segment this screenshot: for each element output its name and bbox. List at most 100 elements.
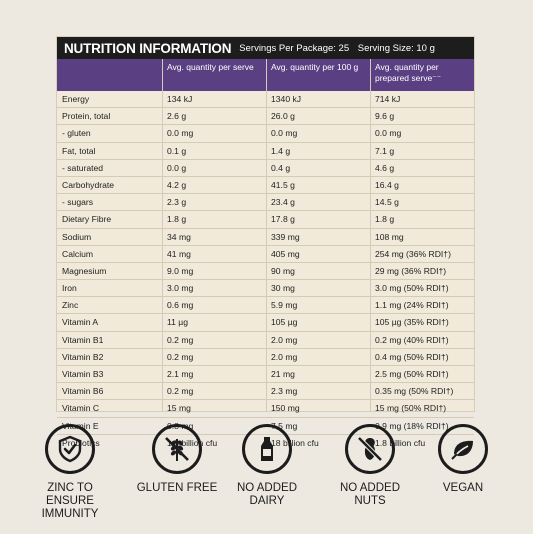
nutrient-name: Vitamin C bbox=[62, 403, 100, 414]
value-per-100g: 405 mg bbox=[271, 248, 300, 259]
value-per-100g: 2.3 mg bbox=[271, 386, 298, 397]
column-header-per-prepared-serve: Avg. quantity per prepared serve⁻⁻ bbox=[375, 62, 442, 83]
value-per-prepared-serve: 1.8 billion cfu bbox=[375, 437, 426, 448]
nutrient-name: Fat, total bbox=[62, 145, 96, 156]
value-per-prepared-serve: 0.4 mg (50% RDI†) bbox=[375, 351, 449, 362]
value-per-100g: 105 µg bbox=[271, 317, 298, 328]
badge-gluten-free: GLUTEN FREE bbox=[132, 424, 222, 495]
table-row: Vitamin B1 0.2 mg 2.0 mg 0.2 mg (40% RDI†) bbox=[57, 332, 474, 349]
nutrient-name: Vitamin A bbox=[62, 317, 99, 328]
value-per-serve: 3.0 mg bbox=[167, 283, 194, 294]
table-row: - sugars 2.3 g 23.4 g 14.5 g bbox=[57, 194, 474, 212]
table-body: Energy 134 kJ 1340 kJ 714 kJ Protein, total 2… bbox=[57, 91, 474, 452]
value-per-serve: 1.8 g bbox=[167, 214, 187, 225]
badge-vegan: VEGAN bbox=[418, 424, 508, 495]
nutrient-name: Vitamin B3 bbox=[62, 369, 104, 379]
nutrient-name: Vitamin B1 bbox=[62, 334, 104, 345]
value-per-100g: 90 mg bbox=[271, 265, 295, 276]
value-per-serve: 0.2 mg bbox=[167, 334, 194, 345]
nutrient-name: - saturated bbox=[62, 162, 104, 173]
title-bar: NUTRITION INFORMATION Servings Per Packa… bbox=[57, 37, 474, 59]
panel-title: NUTRITION INFORMATION bbox=[64, 40, 232, 56]
nutrient-name: Carbohydrate bbox=[62, 179, 115, 190]
value-per-100g: 0.4 g bbox=[271, 162, 291, 173]
value-per-prepared-serve: 7.1 g bbox=[375, 145, 395, 156]
value-per-100g: 26.0 g bbox=[271, 111, 295, 122]
value-per-100g: 339 mg bbox=[271, 231, 300, 242]
nutrient-name: Vitamin B6 bbox=[62, 386, 104, 397]
column-divider bbox=[266, 59, 267, 411]
table-row: Calcium 41 mg 405 mg 254 mg (36% RDI†) bbox=[57, 246, 474, 263]
value-per-serve: 34 mg bbox=[167, 231, 191, 242]
value-per-prepared-serve: 14.5 g bbox=[375, 197, 399, 208]
value-per-100g: 17.8 g bbox=[271, 214, 295, 225]
table-row: Carbohydrate 4.2 g 41.5 g 16.4 g bbox=[57, 177, 474, 195]
table-row: Vitamin C 15 mg 150 mg 15 mg (50% RDI†) bbox=[57, 400, 474, 418]
milk-bottle-icon bbox=[242, 424, 292, 474]
peanut-crossed-icon bbox=[345, 424, 395, 474]
badge-label: VEGAN bbox=[442, 482, 484, 494]
table-row: Dietary Fibre 1.8 g 17.8 g 1.8 g bbox=[57, 211, 474, 229]
value-per-serve: 2.3 g bbox=[167, 197, 187, 208]
value-per-100g: 2.0 mg bbox=[271, 351, 298, 362]
shield-check-icon bbox=[45, 424, 95, 474]
column-divider bbox=[162, 59, 163, 411]
nutrient-name: - sugars bbox=[62, 197, 94, 208]
value-per-serve: 0.0 mg bbox=[167, 128, 194, 139]
value-per-serve: 9.0 mg bbox=[167, 265, 194, 276]
value-per-prepared-serve: 0.2 mg (40% RDI†) bbox=[375, 334, 449, 345]
value-per-100g: 5.9 mg bbox=[271, 300, 298, 311]
value-per-100g: 23.4 g bbox=[271, 197, 295, 208]
value-per-prepared-serve: 16.4 g bbox=[375, 179, 399, 190]
table-row: - gluten 0.0 mg 0.0 mg 0.0 mg bbox=[57, 125, 474, 143]
value-per-100g: 41.5 g bbox=[271, 179, 295, 190]
nutrient-name: Iron bbox=[62, 283, 77, 294]
value-per-prepared-serve: 2.5 mg (50% RDI†) bbox=[375, 369, 449, 379]
value-per-prepared-serve: 108 mg bbox=[375, 231, 404, 242]
table-row: Vitamin B6 0.2 mg 2.3 mg 0.35 mg (50% RDI†) bbox=[57, 383, 474, 401]
table-header: Avg. quantity per serve Avg. quantity pe… bbox=[57, 59, 474, 91]
column-header-per-serve: Avg. quantity per serve bbox=[167, 62, 254, 72]
value-per-100g: 0.0 mg bbox=[271, 128, 298, 139]
badge-no-added-dairy: NO ADDED DAIRY bbox=[222, 424, 312, 508]
serving-size: Serving Size: 10 g bbox=[357, 42, 435, 54]
nutrient-name: - gluten bbox=[62, 128, 91, 139]
value-per-prepared-serve: 3.0 mg (50% RDI†) bbox=[375, 283, 449, 294]
value-per-serve: 2.6 g bbox=[167, 111, 187, 122]
value-per-serve: 0.1 g bbox=[167, 145, 187, 156]
table-row: Vitamin B2 0.2 mg 2.0 mg 0.4 mg (50% RDI†) bbox=[57, 349, 474, 366]
servings-per-package: Servings Per Package: 25 bbox=[239, 42, 350, 54]
leaf-icon bbox=[438, 424, 488, 474]
value-per-prepared-serve: 254 mg (36% RDI†) bbox=[375, 248, 451, 259]
value-per-serve: 134 kJ bbox=[167, 94, 193, 104]
value-per-100g: 7.5 mg bbox=[271, 420, 298, 431]
badge-zinc-immunity: ZINC TO ENSURE IMMUNITY bbox=[25, 424, 115, 521]
column-header-per-100g: Avg. quantity per 100 g bbox=[271, 62, 359, 72]
nutrient-name: Dietary Fibre bbox=[62, 214, 112, 225]
value-per-100g: 150 mg bbox=[271, 403, 300, 414]
badge-label: ZINC TO ENSURE IMMUNITY bbox=[41, 482, 99, 520]
table-row: Vitamin A 11 µg 105 µg 105 µg (35% RDI†) bbox=[57, 314, 474, 332]
table-row: Vitamin B3 2.1 mg 21 mg 2.5 mg (50% RDI†) bbox=[57, 366, 474, 384]
nutrient-name: Energy bbox=[62, 94, 90, 104]
nutrient-name: Calcium bbox=[62, 248, 94, 259]
value-per-100g: 1.4 g bbox=[271, 145, 291, 156]
nutrient-name: Sodium bbox=[62, 231, 92, 242]
value-per-prepared-serve: 1.8 g bbox=[375, 214, 395, 225]
serving-info: Servings Per Package: 25 Serving Size: 1… bbox=[239, 43, 441, 54]
value-per-serve: 4.2 g bbox=[167, 179, 187, 190]
value-per-100g: 18 billion cfu bbox=[271, 437, 319, 448]
wheat-crossed-icon bbox=[152, 424, 202, 474]
value-per-100g: 2.0 mg bbox=[271, 334, 298, 345]
table-row: Energy 134 kJ 1340 kJ 714 kJ bbox=[57, 91, 474, 109]
table-row: - saturated 0.0 g 0.4 g 4.6 g bbox=[57, 160, 474, 177]
value-per-serve: 41 mg bbox=[167, 248, 191, 259]
value-per-serve: 15 mg bbox=[167, 403, 191, 414]
badge-row: ZINC TO ENSURE IMMUNITY GLUTEN FREE bbox=[0, 424, 533, 534]
value-per-prepared-serve: 714 kJ bbox=[375, 94, 401, 104]
badge-label: NO ADDED DAIRY bbox=[236, 482, 298, 507]
nutrient-name: Magnesium bbox=[62, 265, 107, 276]
nutrient-name: Protein, total bbox=[62, 111, 111, 122]
value-per-prepared-serve: 105 µg (35% RDI†) bbox=[375, 317, 449, 328]
value-per-serve: 0.2 mg bbox=[167, 351, 194, 362]
